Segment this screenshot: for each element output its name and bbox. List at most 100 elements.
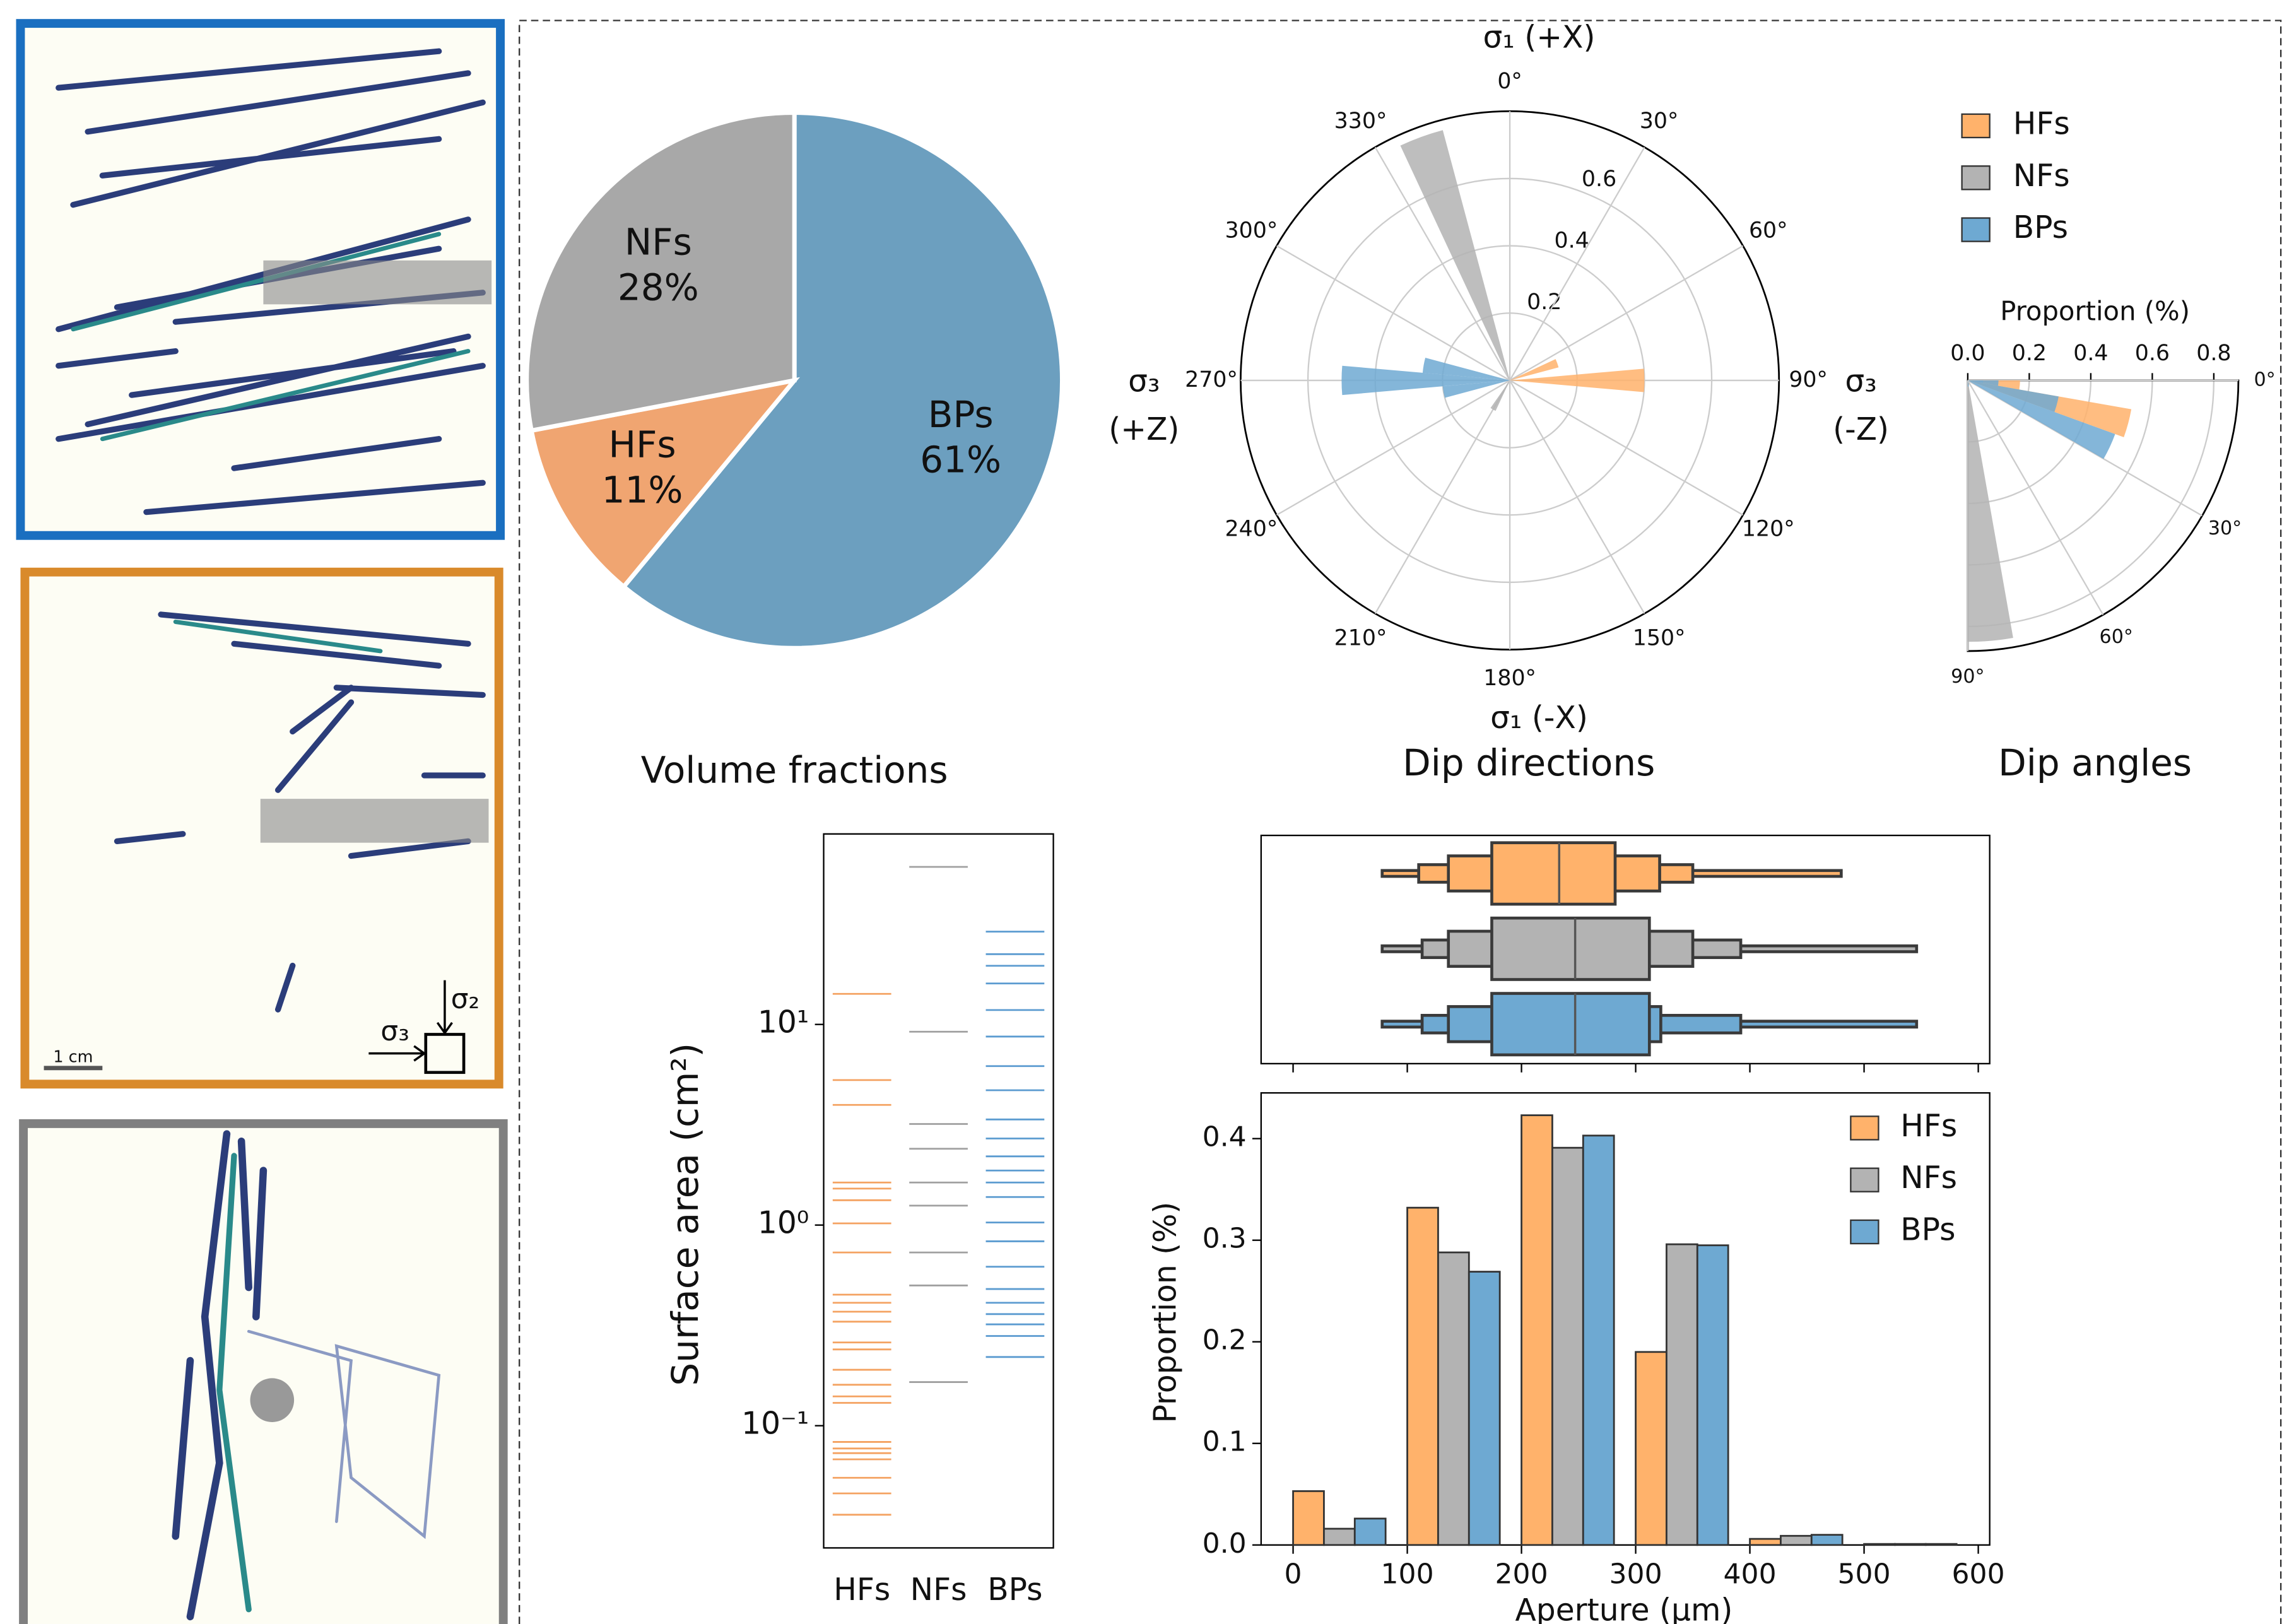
y-tick-label: 10⁻¹ (741, 1406, 809, 1442)
grid-spoke (1510, 380, 1743, 515)
r-tick-label: 0.4 (2073, 341, 2108, 366)
y-tick-label: 0.1 (1203, 1426, 1247, 1458)
bar (1522, 1115, 1553, 1545)
legend-swatch (1850, 1220, 1878, 1244)
slice-value: 28% (618, 266, 699, 309)
bar (1666, 1244, 1697, 1545)
legend-label: HFs (2013, 106, 2070, 141)
axis-annotation: (+Z) (1109, 412, 1179, 447)
bar (1750, 1539, 1781, 1545)
legend-label: BPs (2013, 210, 2068, 245)
x-tick-label: 500 (1838, 1558, 1891, 1590)
r-axis-label: Proportion (%) (2000, 295, 2190, 326)
boxen-level (1491, 994, 1649, 1055)
x-tick-label: 600 (1952, 1558, 2005, 1590)
render-panels: 1 cm σ₂ σ₃ (20, 23, 503, 1624)
angle-label: 210° (1334, 626, 1387, 651)
stress-label: σ₂ (451, 983, 480, 1015)
bar (1355, 1519, 1385, 1545)
angle-label: 150° (1633, 626, 1686, 651)
bar (1324, 1529, 1355, 1545)
angle-label: 30° (2208, 517, 2242, 539)
r-tick-label: 0.6 (2135, 341, 2170, 366)
chart-title: Dip angles (1998, 741, 2192, 784)
angle-label: 60° (2100, 626, 2133, 648)
y-tick-label: 0.2 (1203, 1324, 1247, 1356)
legend-swatch (1962, 166, 1990, 189)
grid-spoke (1968, 380, 2203, 515)
angle-label: 270° (1185, 367, 1238, 392)
legend-swatch (1962, 218, 1990, 242)
r-tick-label: 0.8 (2196, 341, 2231, 366)
chart-title: Dip directions (1403, 741, 1655, 784)
highlight (263, 261, 491, 305)
axis-annotation: σ₃ (1128, 364, 1160, 399)
x-tick-label: 100 (1381, 1558, 1434, 1590)
x-tick-label: BPs (987, 1572, 1042, 1608)
bar (1811, 1535, 1842, 1545)
axis-annotation: (-Z) (1833, 412, 1889, 447)
bar (1636, 1352, 1667, 1545)
x-tick-label: 0 (1285, 1558, 1302, 1590)
plot-area (1261, 1093, 1990, 1545)
bar (1864, 1544, 1895, 1545)
bar (1408, 1208, 1438, 1545)
y-axis-label: Proportion (%) (1148, 1202, 1183, 1423)
legend-swatch (1850, 1116, 1878, 1139)
y-tick-label: 10¹ (758, 1005, 809, 1040)
bar (1438, 1252, 1469, 1545)
x-tick-label: HFs (833, 1572, 890, 1608)
x-tick-label: NFs (910, 1572, 967, 1608)
angle-label: 30° (1640, 109, 1679, 134)
angle-label: 0° (1497, 69, 1522, 94)
bar (1293, 1491, 1324, 1545)
legend-swatch (1850, 1168, 1878, 1192)
bar (1895, 1544, 1926, 1545)
x-axis-label: Aperture (μm) (1515, 1592, 1733, 1624)
boxen-level (1491, 843, 1615, 904)
r-tick-label: 0.2 (1527, 290, 1562, 315)
bar (1469, 1272, 1500, 1545)
angle-label: 60° (1749, 218, 1788, 243)
x-tick-label: 400 (1724, 1558, 1777, 1590)
y-tick-label: 10⁰ (758, 1206, 809, 1241)
slice-label: HFs (609, 423, 676, 466)
slice-value: 61% (920, 438, 1001, 481)
y-tick-label: 0.4 (1203, 1121, 1247, 1153)
r-tick-label: 0.6 (1582, 167, 1616, 192)
x-tick-label: 300 (1609, 1558, 1662, 1590)
legend-label: BPs (1900, 1213, 1955, 1248)
slice-label: BPs (928, 393, 994, 436)
figure: 1 cm σ₂ σ₃ BPs61%HFs11%NFs28%Volume frac… (0, 0, 2294, 1624)
slice-value: 11% (602, 468, 683, 511)
y-axis-label: Surface area (cm²) (664, 1043, 707, 1386)
axis-annotation: σ₁ (+X) (1483, 20, 1595, 56)
bar (1926, 1544, 1956, 1545)
grid-spoke (1375, 380, 1510, 614)
angle-label: 300° (1225, 218, 1278, 243)
bar (1780, 1536, 1811, 1545)
grid-spoke (1277, 380, 1510, 515)
r-tick-label: 0.4 (1555, 228, 1589, 254)
angle-label: 120° (1742, 516, 1795, 541)
angle-label: 90° (1789, 367, 1828, 392)
angle-label: 180° (1483, 666, 1536, 691)
axis-annotation: σ₁ (-X) (1490, 700, 1588, 736)
boxen-level (1491, 918, 1649, 979)
r-tick-label: 0.0 (1950, 341, 1985, 366)
legend-label: NFs (1900, 1160, 1957, 1196)
legend-label: NFs (2013, 158, 2070, 194)
angle-label: 240° (1225, 516, 1278, 541)
legend-swatch (1962, 114, 1990, 138)
angle-label: 0° (2254, 368, 2276, 391)
axis-annotation: σ₃ (1845, 364, 1876, 399)
y-tick-label: 0.0 (1203, 1527, 1247, 1560)
angle-label: 90° (1951, 666, 1984, 688)
stress-label: σ₃ (380, 1015, 409, 1047)
chart-title: Volume fractions (641, 748, 948, 791)
wedge (1401, 130, 1510, 380)
scale-label: 1 cm (53, 1048, 93, 1067)
sample-bead (250, 1378, 295, 1422)
bar (1552, 1148, 1583, 1545)
slice-label: NFs (625, 220, 692, 263)
